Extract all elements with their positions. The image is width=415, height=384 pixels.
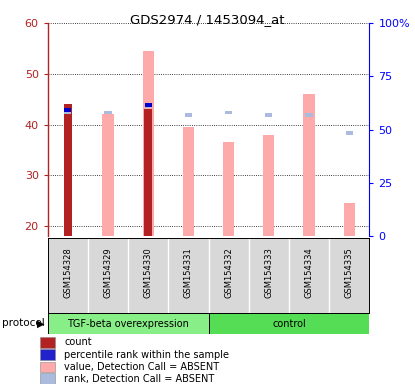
Bar xyxy=(346,131,353,135)
Text: TGF-beta overexpression: TGF-beta overexpression xyxy=(67,318,189,329)
Bar xyxy=(40,349,55,360)
Text: GSM154330: GSM154330 xyxy=(144,247,153,298)
Text: percentile rank within the sample: percentile rank within the sample xyxy=(64,350,229,360)
Bar xyxy=(223,142,234,236)
Text: value, Detection Call = ABSENT: value, Detection Call = ABSENT xyxy=(64,362,220,372)
Text: GSM154335: GSM154335 xyxy=(345,247,354,298)
Bar xyxy=(64,104,72,236)
Text: GSM154333: GSM154333 xyxy=(264,247,273,298)
Text: GSM154331: GSM154331 xyxy=(184,247,193,298)
Bar xyxy=(144,109,152,236)
Text: count: count xyxy=(64,337,92,347)
Bar xyxy=(64,108,71,112)
Text: GSM154329: GSM154329 xyxy=(103,247,112,298)
Text: control: control xyxy=(272,318,306,329)
Text: GSM154332: GSM154332 xyxy=(224,247,233,298)
Bar xyxy=(143,51,154,236)
Bar xyxy=(40,373,55,384)
Bar xyxy=(64,111,71,114)
Text: protocol: protocol xyxy=(2,318,45,328)
Bar xyxy=(103,114,114,236)
Bar xyxy=(144,103,152,107)
Bar xyxy=(209,313,369,334)
Bar xyxy=(265,113,273,117)
Bar xyxy=(105,111,112,114)
Bar xyxy=(144,105,152,108)
Bar xyxy=(183,127,194,236)
Bar xyxy=(305,113,312,117)
Bar xyxy=(40,337,55,348)
Text: GSM154334: GSM154334 xyxy=(305,247,314,298)
Bar xyxy=(344,203,355,236)
Bar xyxy=(40,362,55,372)
Text: ▶: ▶ xyxy=(37,318,44,328)
Text: GDS2974 / 1453094_at: GDS2974 / 1453094_at xyxy=(130,13,285,26)
Bar xyxy=(48,313,209,334)
Bar xyxy=(263,135,274,236)
Text: GSM154328: GSM154328 xyxy=(63,247,72,298)
Bar xyxy=(303,94,315,236)
Text: rank, Detection Call = ABSENT: rank, Detection Call = ABSENT xyxy=(64,374,215,384)
Bar xyxy=(225,111,232,114)
Bar xyxy=(185,113,192,117)
